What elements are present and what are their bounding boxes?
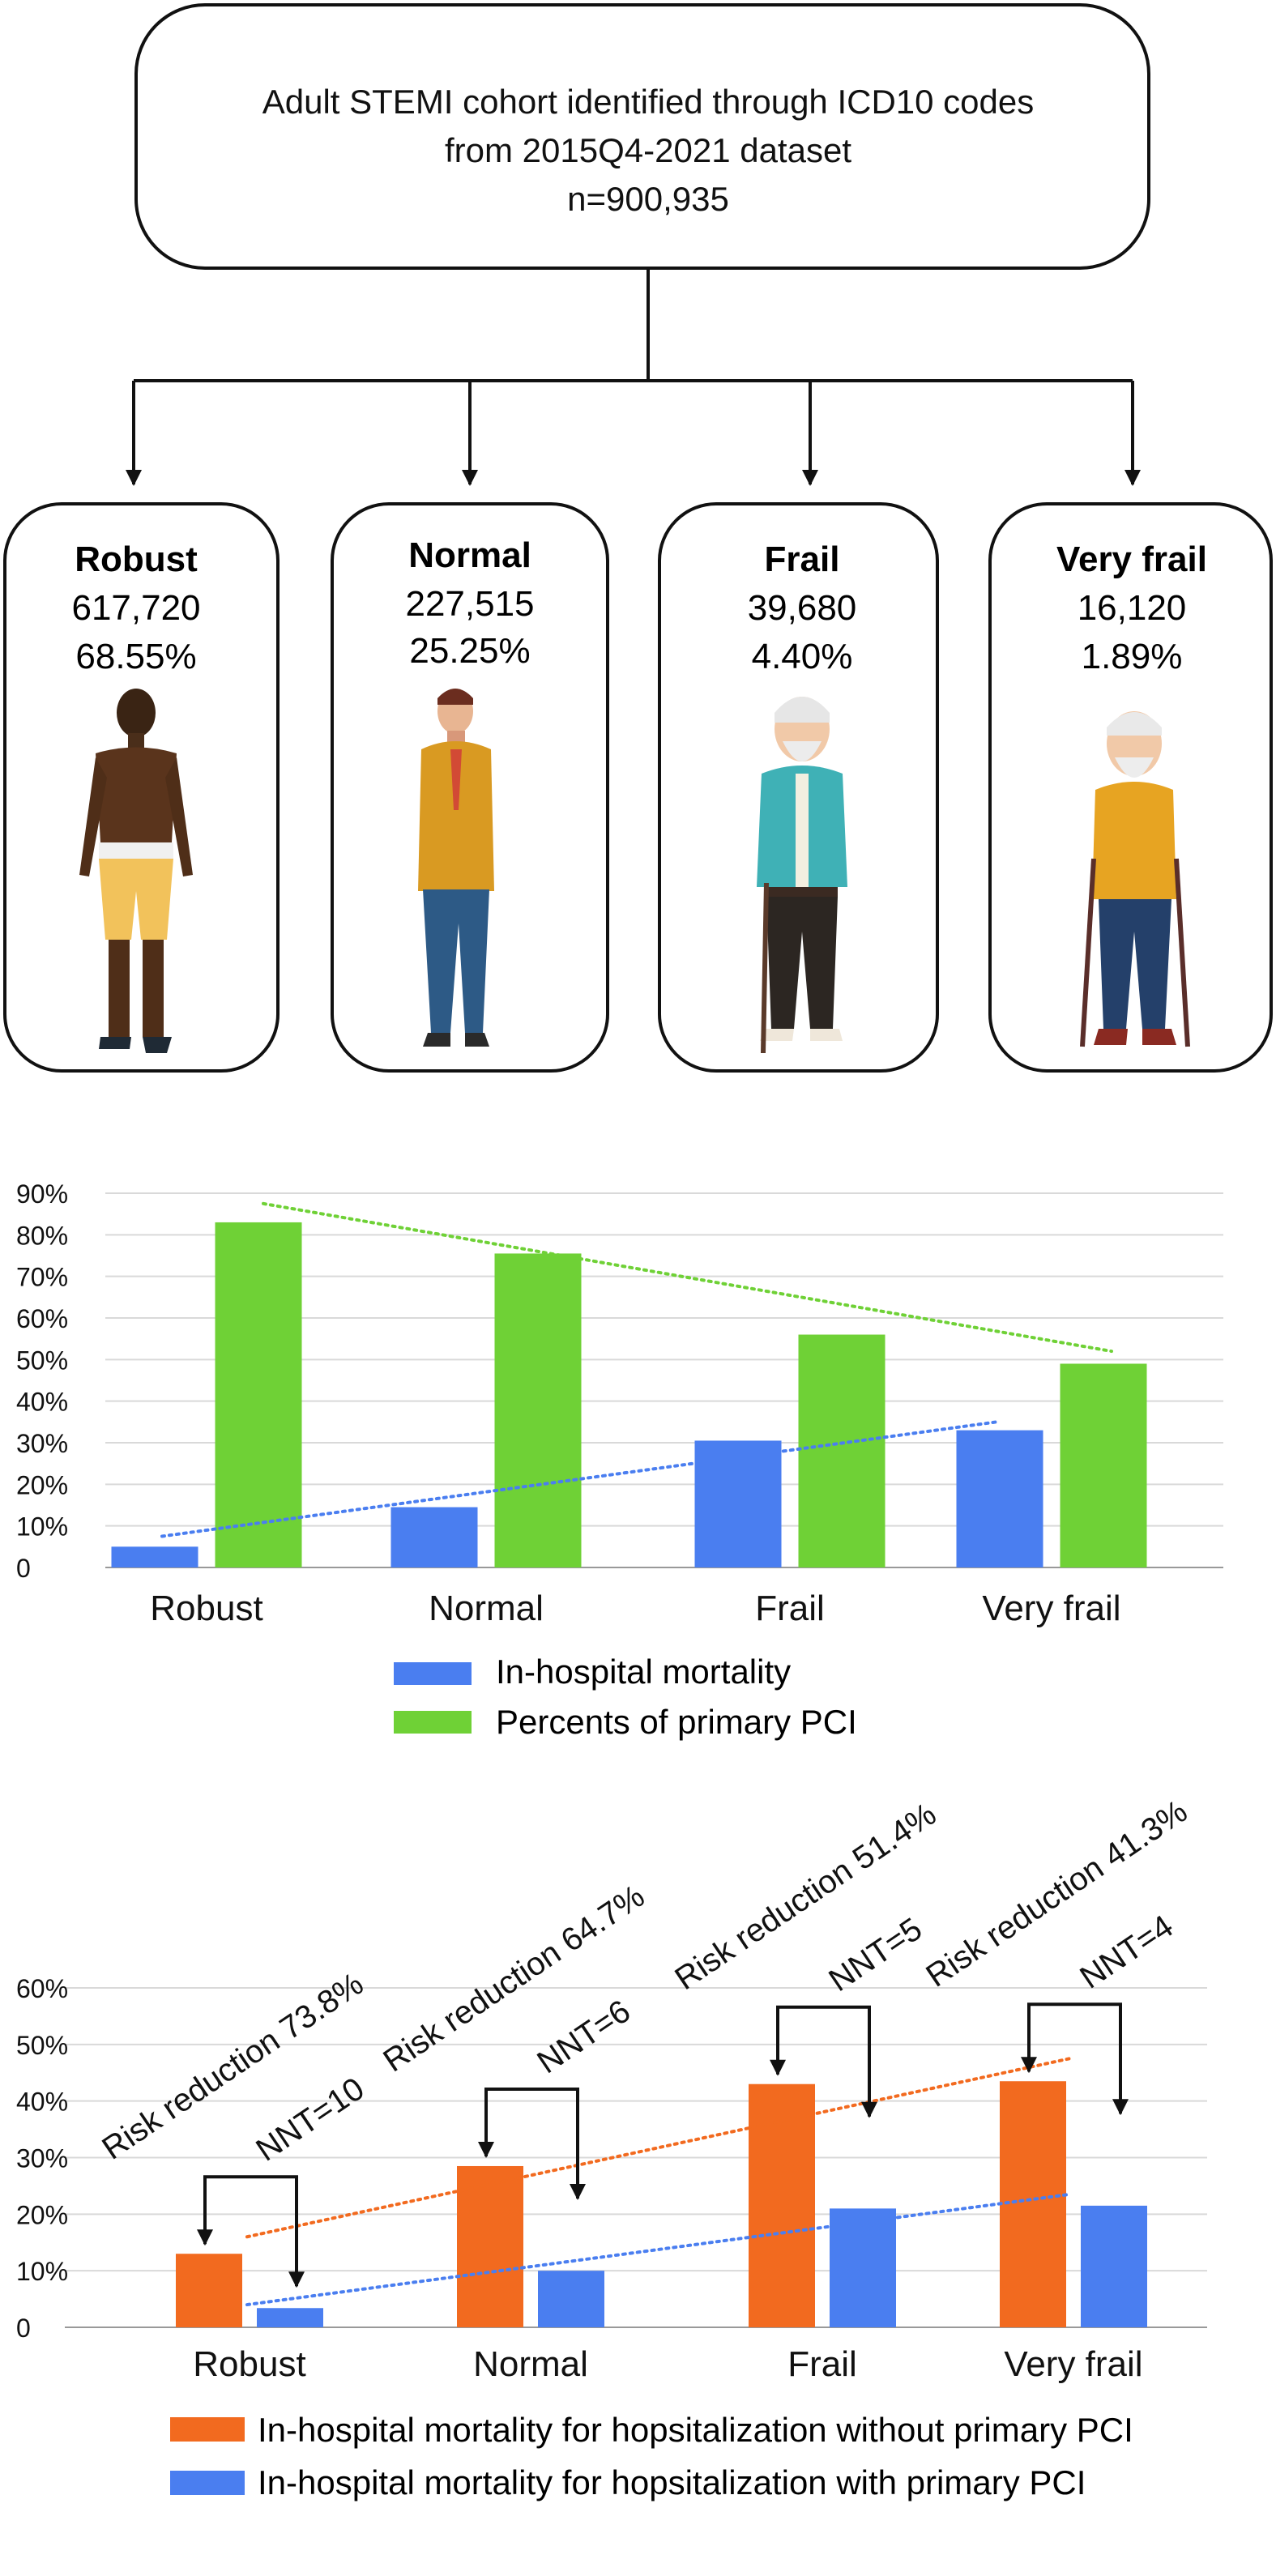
risk-reduction-arrow bbox=[770, 2005, 877, 2118]
risk-reduction-arrow bbox=[1021, 2002, 1129, 2116]
x-tick-label: Very frail bbox=[982, 1589, 1120, 1628]
y-tick-label: 20% bbox=[16, 1470, 68, 1499]
trendline-in-hospital-mortality-for-hopsitalization-with-primary-pci bbox=[245, 2192, 1071, 2307]
risk-reduction-label: Risk reduction 51.4% bbox=[668, 1796, 942, 1997]
y-tick-label: 10% bbox=[16, 2257, 68, 2286]
x-tick-label: Normal bbox=[429, 1589, 544, 1628]
chart2-legend: In-hospital mortality for hopsitalizatio… bbox=[170, 2411, 1133, 2501]
bar-in-hospital-mortality-for-hopsitalization-without-primary-pci-normal bbox=[457, 2165, 523, 2327]
y-tick-label: 60% bbox=[16, 1304, 68, 1333]
chart-pci-mortality: 0 10% 20% 30% 40% 50% 60% 70% 80% 90% Robust Norma… bbox=[16, 1179, 1223, 1741]
group-percent: 4.40% bbox=[752, 637, 853, 676]
legend-label: Percents of primary PCI bbox=[496, 1703, 857, 1741]
y-tick-label: 30% bbox=[16, 2144, 68, 2173]
normal-person-illustration bbox=[418, 689, 494, 1047]
risk-reduction-label: Risk reduction 41.3% bbox=[920, 1793, 1193, 1994]
y-tick-label: 50% bbox=[16, 1346, 68, 1375]
bar-in-hospital-mortality-for-hopsitalization-with-primary-pci-normal bbox=[538, 2271, 604, 2327]
bar-in-hospital-mortality-for-hopsitalization-without-primary-pci-very-frail bbox=[1000, 2081, 1066, 2327]
bar-percents-of-primary-pci-robust bbox=[215, 1222, 302, 1567]
bar-percents-of-primary-pci-very-frail bbox=[1060, 1363, 1147, 1567]
group-percent: 25.25% bbox=[409, 631, 530, 671]
x-tick-label: Very frail bbox=[1004, 2344, 1142, 2384]
x-tick-label: Robust bbox=[150, 1589, 262, 1628]
y-tick-label: 40% bbox=[16, 1388, 68, 1417]
y-tick-label: 60% bbox=[16, 1974, 68, 2003]
y-tick-label: 50% bbox=[16, 2031, 68, 2060]
trendline-in-hospital-mortality-for-hopsitalization-without-primary-pci bbox=[245, 2057, 1071, 2239]
cohort-box bbox=[134, 3, 1150, 270]
group-percent: 1.89% bbox=[1082, 637, 1183, 676]
cohort-line-2: from 2015Q4-2021 dataset bbox=[445, 131, 851, 169]
legend-swatch bbox=[170, 2471, 245, 2495]
group-count: 227,515 bbox=[405, 584, 534, 624]
nnt-label: NNT=10 bbox=[250, 2071, 370, 2168]
chart-risk-reduction: 0 10% 20% 30% 40% 50% 60% Robust Normal Frail Ver… bbox=[16, 1793, 1207, 2501]
x-tick-label: Robust bbox=[193, 2344, 305, 2384]
bar-in-hospital-mortality-normal bbox=[390, 1507, 478, 1567]
y-tick-label: 90% bbox=[16, 1179, 68, 1209]
nnt-label: NNT=5 bbox=[822, 1911, 928, 1998]
bar-in-hospital-mortality-for-hopsitalization-without-primary-pci-robust bbox=[176, 2254, 242, 2327]
bar-in-hospital-mortality-for-hopsitalization-with-primary-pci-very-frail bbox=[1081, 2205, 1147, 2327]
legend-label: In-hospital mortality bbox=[496, 1653, 791, 1691]
trendline-percents-of-primary-pci bbox=[262, 1201, 1113, 1354]
bar-in-hospital-mortality-robust bbox=[111, 1546, 198, 1567]
nnt-label: NNT=6 bbox=[531, 1993, 637, 2080]
bar-in-hospital-mortality-very-frail bbox=[956, 1430, 1043, 1567]
legend-swatch bbox=[394, 1711, 472, 1734]
group-count: 16,120 bbox=[1078, 588, 1187, 628]
legend-label: In-hospital mortality for hopsitalizatio… bbox=[258, 2463, 1086, 2501]
bar-in-hospital-mortality-for-hopsitalization-with-primary-pci-robust bbox=[257, 2308, 323, 2327]
robust-person-illustration bbox=[79, 689, 193, 1053]
group-card-robust: Robust 617,720 68.55% bbox=[3, 502, 280, 1073]
x-tick-label: Frail bbox=[787, 2344, 857, 2384]
group-card-very-frail: Very frail 16,120 1.89% bbox=[988, 502, 1273, 1073]
chart1-legend: In-hospital mortality Percents of primar… bbox=[394, 1653, 857, 1741]
cohort-line-3: n=900,935 bbox=[567, 180, 729, 218]
y-tick-label: 40% bbox=[16, 2088, 68, 2117]
bar-in-hospital-mortality-for-hopsitalization-with-primary-pci-frail bbox=[830, 2208, 896, 2327]
nnt-label: NNT=4 bbox=[1073, 1909, 1180, 1996]
group-name: Frail bbox=[765, 540, 840, 579]
legend-swatch bbox=[170, 2417, 245, 2442]
legend-swatch bbox=[394, 1662, 472, 1685]
risk-reduction-arrow bbox=[197, 2175, 305, 2288]
trendline-in-hospital-mortality bbox=[160, 1420, 998, 1538]
y-tick-label: 20% bbox=[16, 2200, 68, 2229]
group-percent: 68.55% bbox=[75, 637, 196, 676]
x-tick-label: Frail bbox=[755, 1589, 825, 1628]
group-card-normal: Normal 227,515 25.25% bbox=[331, 502, 609, 1073]
cohort-flowchart: Adult STEMI cohort identified through IC… bbox=[3, 3, 1273, 1073]
group-count: 617,720 bbox=[71, 588, 200, 628]
bar-percents-of-primary-pci-normal bbox=[494, 1253, 582, 1567]
risk-reduction-arrow bbox=[478, 2087, 586, 2200]
cohort-line-1: Adult STEMI cohort identified through IC… bbox=[262, 83, 1035, 121]
y-tick-label: 0 bbox=[16, 1554, 31, 1583]
group-name: Robust bbox=[75, 540, 198, 579]
bar-percents-of-primary-pci-frail bbox=[798, 1334, 886, 1567]
y-tick-label: 80% bbox=[16, 1221, 68, 1250]
frail-person-illustration bbox=[757, 697, 847, 1054]
y-tick-label: 10% bbox=[16, 1512, 68, 1542]
x-tick-label: Normal bbox=[473, 2344, 588, 2384]
legend-label: In-hospital mortality for hopsitalizatio… bbox=[258, 2411, 1133, 2449]
y-tick-label: 30% bbox=[16, 1429, 68, 1458]
risk-reduction-label: Risk reduction 64.7% bbox=[377, 1879, 651, 2079]
group-name: Normal bbox=[408, 535, 531, 575]
risk-reduction-label: Risk reduction 73.8% bbox=[96, 1966, 369, 2167]
y-tick-label: 70% bbox=[16, 1263, 68, 1292]
bar-in-hospital-mortality-frail bbox=[694, 1440, 782, 1567]
y-tick-label: 0 bbox=[16, 2314, 31, 2343]
very-frail-person-illustration bbox=[1080, 711, 1190, 1047]
group-count: 39,680 bbox=[748, 588, 857, 628]
group-card-frail: Frail 39,680 4.40% bbox=[658, 502, 939, 1073]
group-name: Very frail bbox=[1056, 540, 1207, 579]
